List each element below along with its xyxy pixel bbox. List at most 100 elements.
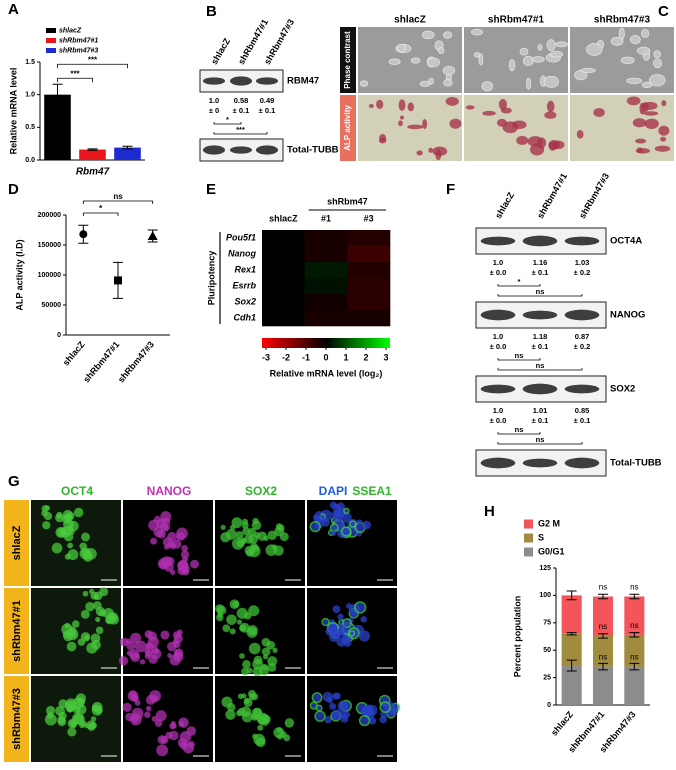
cell (181, 545, 188, 552)
cell-colony (522, 55, 534, 67)
cell (329, 702, 337, 710)
cell (67, 542, 74, 549)
bar-segment (561, 665, 582, 705)
cell (277, 734, 283, 740)
cell-colony (630, 35, 641, 45)
cell (248, 605, 260, 617)
cell-colony (437, 47, 445, 55)
quantification: ± 0.0 (490, 416, 507, 425)
cell (331, 709, 343, 720)
cell (91, 704, 100, 712)
x-axis-label: Rbm47 (76, 167, 110, 178)
cell (167, 652, 173, 658)
cell (349, 520, 357, 528)
significance-label: ns (536, 361, 545, 370)
heatmap-cell (347, 278, 391, 295)
cell (177, 560, 189, 572)
cell (80, 609, 90, 619)
quantification: 1.03 (575, 258, 590, 267)
heatmap-cell (347, 310, 391, 327)
cell (80, 632, 91, 642)
cell (337, 613, 344, 621)
quantification: ± 0.0 (490, 268, 507, 277)
x-tick-label: shRbm47#3 (116, 339, 156, 384)
cell (94, 591, 103, 601)
cell (225, 709, 236, 720)
heatmap-cell (262, 294, 305, 311)
cell (222, 624, 231, 633)
blot-band (564, 309, 600, 321)
band-label: OCT4A (610, 236, 642, 247)
cell (283, 734, 291, 742)
error-bar (598, 633, 608, 639)
cell (334, 692, 341, 700)
cell-colony (548, 141, 557, 151)
cell (122, 702, 132, 712)
cell-colony (580, 68, 596, 74)
colorbar-tick-label: 0 (323, 352, 328, 362)
cell (90, 716, 97, 722)
cell (362, 520, 372, 530)
cell (180, 550, 190, 559)
cell-colony (508, 59, 516, 72)
cell (95, 606, 106, 617)
cell (271, 544, 277, 550)
y-tick-label: 25 (543, 674, 551, 681)
y-tick-label: 0.5 (25, 124, 35, 131)
bar-segment (561, 633, 582, 666)
cell (235, 531, 244, 540)
band-label: RBM47 (287, 76, 319, 87)
cell (274, 526, 285, 537)
cell (131, 707, 144, 720)
significance-label: *** (70, 69, 80, 78)
cell (220, 532, 231, 543)
cell (130, 632, 142, 644)
cell (71, 620, 80, 628)
cell-colony (648, 74, 666, 87)
cell-colony (465, 105, 475, 110)
cell (315, 704, 323, 712)
cell (166, 641, 177, 652)
cell-colony (421, 30, 435, 40)
bar-segment (624, 634, 645, 667)
cell-colony (642, 101, 658, 110)
cell-colony (470, 28, 484, 36)
cell (145, 705, 152, 712)
row-label-box (340, 27, 356, 93)
point-marker (79, 230, 88, 239)
column-label: shRbm47#1 (488, 15, 545, 26)
cell (59, 526, 72, 538)
y-tick-label: 100000 (38, 272, 61, 279)
legend-label: shlacZ (59, 27, 82, 34)
row-label: Phase contrast (343, 31, 352, 89)
lane-label: shRbm47#3 (577, 171, 611, 220)
heatmap-cell (262, 310, 305, 327)
cell (86, 642, 98, 654)
bar-segment (592, 666, 614, 705)
cell (353, 601, 367, 614)
cell-colony (653, 50, 661, 59)
colorbar (262, 338, 390, 348)
heatmap-cell (304, 246, 348, 263)
panel-label: C (658, 3, 669, 20)
row-label: Rex1 (234, 264, 256, 274)
legend-label: G2 M (538, 518, 560, 528)
cell (160, 630, 170, 640)
cell (267, 663, 277, 672)
cell (67, 727, 77, 737)
row-label: Cdh1 (234, 312, 257, 322)
cell (250, 693, 259, 701)
cell (129, 690, 136, 697)
heatmap-cell (347, 246, 391, 263)
significance-label: * (226, 115, 229, 124)
cell (217, 612, 223, 618)
row-label: ALP activity (343, 105, 352, 151)
column-label: #3 (364, 213, 374, 223)
cell-colony (443, 31, 453, 39)
row-label: Sox2 (234, 296, 256, 306)
cell (272, 647, 278, 653)
y-axis-label: Percent population (512, 596, 522, 678)
blot-band (255, 145, 279, 155)
cell (243, 698, 253, 707)
cell (257, 724, 264, 731)
